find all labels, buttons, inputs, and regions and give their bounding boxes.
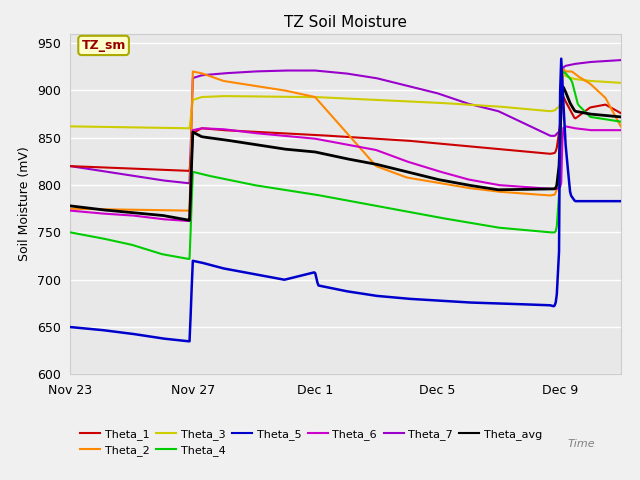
Text: Time: Time (568, 439, 595, 449)
Legend: Theta_1, Theta_2, Theta_3, Theta_4, Theta_5, Theta_6, Theta_7, Theta_avg: Theta_1, Theta_2, Theta_3, Theta_4, Thet… (76, 424, 547, 460)
Y-axis label: Soil Moisture (mV): Soil Moisture (mV) (18, 146, 31, 262)
Title: TZ Soil Moisture: TZ Soil Moisture (284, 15, 407, 30)
Text: TZ_sm: TZ_sm (81, 39, 126, 52)
